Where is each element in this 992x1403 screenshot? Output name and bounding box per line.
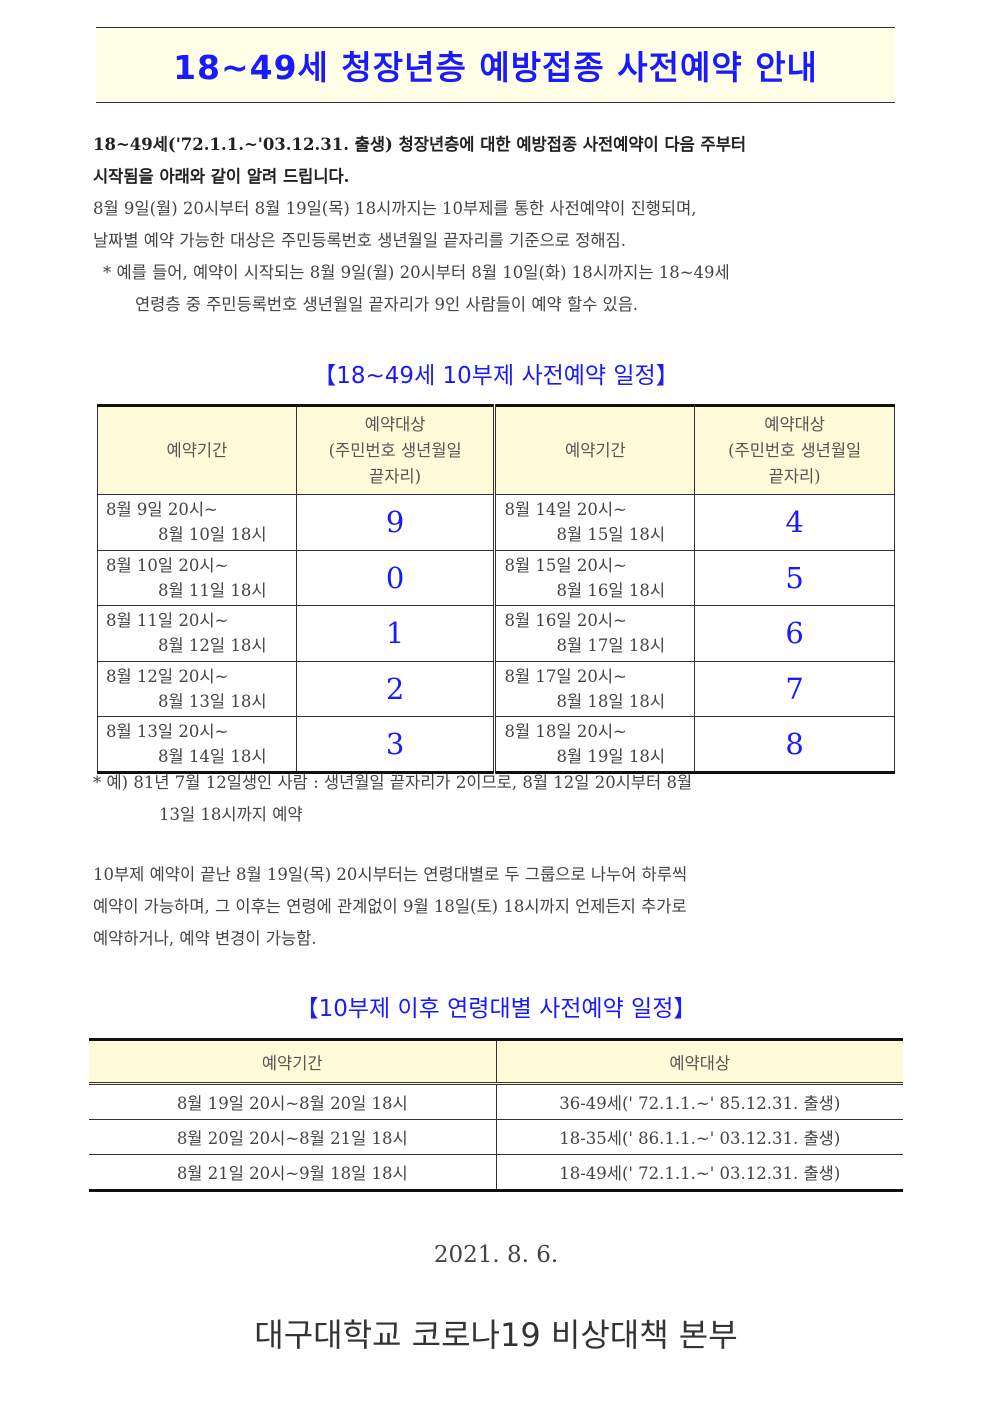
period-start: 8월 17일 20시~ [504,666,627,686]
period-cell: 8월 18일 20시~ 8월 19일 18시 [494,716,696,774]
note-line: 13일 18시까지 예약 [159,805,303,824]
period-start: 8월 10일 20시~ [106,555,229,575]
after-paragraph: 10부제 예약이 끝난 8월 19일(목) 20시부터는 연령대별로 두 그룹으… [93,859,898,955]
intro-line: 시작됨을 아래와 같이 알려 드립니다. [93,167,350,186]
table-row: 8월 11일 20시~ 8월 12일 18시 1 8월 16일 20시~ 8월 17… [97,605,895,662]
period-cell: 8월 11일 20시~ 8월 12일 18시 [97,605,297,662]
period-start: 8월 11일 20시~ [106,611,229,631]
title-box: 18~49세 청장년층 예방접종 사전예약 안내 [96,27,895,103]
schedule2-table: 예약기간 예약대상 8월 19일 20시~8월 20일 18시 36-49세(' … [89,1038,903,1192]
period-start: 8월 9일 20시~ [106,500,218,519]
digit-cell: 0 [295,549,497,607]
schedule1-heading: 【18~49세 10부제 사전예약 일정】 [313,363,679,389]
digit-cell: 8 [694,716,895,774]
header-target: 예약대상 (주민번호 생년월일 끝자리) [694,405,895,495]
period-cell: 8월 19일 20시~8월 20일 18시 [89,1083,497,1119]
period-cell: 8월 16일 20시~ 8월 17일 18시 [494,605,696,662]
intro-line: 18~49세('72.1.1.~'03.12.31. 출생) 청장년층에 대한 … [93,135,747,154]
period-cell: 8월 14일 20시~ 8월 15일 18시 [494,494,696,551]
period-end: 8월 11일 18시 [158,580,267,600]
schedule1-table: 예약기간 예약대상 (주민번호 생년월일 끝자리) 예약기간 예약대상 (주민번… [97,404,895,775]
header-target: 예약대상 [496,1039,903,1085]
period-end: 8월 14일 18시 [158,747,267,767]
table-row: 8월 10일 20시~ 8월 11일 18시 0 8월 15일 20시~ 8월 16… [97,549,895,607]
intro-note: 연령층 중 주민등록번호 생년월일 끝자리가 9인 사람들이 예약 할수 있음. [135,295,639,314]
period-end: 8월 19일 18시 [556,747,666,767]
period-end: 8월 17일 18시 [556,636,666,656]
period-end: 8월 13일 18시 [158,691,267,711]
period-cell: 8월 12일 20시~ 8월 13일 18시 [97,660,297,718]
intro-note: * 예를 들어, 예약이 시작되는 8월 9일(월) 20시부터 8월 10일(… [103,263,730,282]
header-period: 예약기간 [494,405,696,495]
table-row: 8월 21일 20시~9월 18일 18시 18-49세(' 72.1.1.~' … [89,1154,903,1190]
after-line: 예약이 가능하며, 그 이후는 연령에 관계없이 9월 18일(토) 18시까지… [93,897,687,916]
period-start: 8월 15일 20시~ [504,555,627,575]
header-target: 예약대상 (주민번호 생년월일 끝자리) [295,405,497,495]
intro-line: 8월 9일(월) 20시부터 8월 19일(목) 18시까지는 10부제를 통한… [93,199,697,218]
period-end: 8월 16일 18시 [556,580,666,600]
intro-line: 날짜별 예약 가능한 대상은 주민등록번호 생년월일 끝자리를 기준으로 정해짐… [93,231,626,250]
period-cell: 8월 17일 20시~ 8월 18일 18시 [494,660,696,718]
example-note: * 예) 81년 7월 12일생인 사람 : 생년월일 끝자리가 2이므로, 8… [93,767,898,831]
header-period: 예약기간 [97,405,297,495]
target-cell: 36-49세(' 72.1.1.~' 85.12.31. 출생) [496,1083,903,1119]
period-start: 8월 18일 20시~ [504,722,627,742]
period-cell: 8월 10일 20시~ 8월 11일 18시 [97,549,297,607]
period-end: 8월 15일 18시 [556,525,666,544]
period-cell: 8월 9일 20시~ 8월 10일 18시 [97,494,297,551]
period-end: 8월 10일 18시 [158,525,267,544]
digit-cell: 4 [694,494,895,551]
intro-paragraph: 18~49세('72.1.1.~'03.12.31. 출생) 청장년층에 대한 … [93,129,898,321]
table-header-row: 예약기간 예약대상 (주민번호 생년월일 끝자리) 예약기간 예약대상 (주민번… [97,405,895,495]
digit-cell: 1 [295,605,497,662]
period-cell: 8월 20일 20시~8월 21일 18시 [89,1118,497,1155]
period-end: 8월 18일 18시 [556,691,666,711]
digit-cell: 6 [694,605,895,662]
digit-cell: 5 [694,549,895,607]
digit-cell: 2 [295,660,497,718]
period-start: 8월 16일 20시~ [504,611,627,631]
table-row: 8월 9일 20시~ 8월 10일 18시 9 8월 14일 20시~ 8월 15일… [97,494,895,551]
page-title: 18~49세 청장년층 예방접종 사전예약 안내 [173,48,818,87]
organization-name: 대구대학교 코로나19 비상대책 본부 [254,1316,738,1354]
table-row: 8월 12일 20시~ 8월 13일 18시 2 8월 17일 20시~ 8월 18… [97,660,895,718]
period-start: 8월 14일 20시~ [504,500,627,519]
period-cell: 8월 13일 20시~ 8월 14일 18시 [97,716,297,774]
period-cell: 8월 21일 20시~9월 18일 18시 [89,1154,497,1190]
schedule2-heading: 【10부제 이후 연령대별 사전예약 일정】 [295,996,697,1022]
period-start: 8월 13일 20시~ [106,722,229,742]
table-row: 8월 13일 20시~ 8월 14일 18시 3 8월 18일 20시~ 8월 19… [97,716,895,774]
header-period: 예약기간 [89,1039,497,1085]
note-line: * 예) 81년 7월 12일생인 사람 : 생년월일 끝자리가 2이므로, 8… [93,773,693,792]
table-row: 8월 19일 20시~8월 20일 18시 36-49세(' 72.1.1.~' … [89,1083,903,1119]
period-end: 8월 12일 18시 [158,636,267,656]
table-row: 8월 20일 20시~8월 21일 18시 18-35세(' 86.1.1.~' … [89,1118,903,1155]
period-start: 8월 12일 20시~ [106,666,229,686]
digit-cell: 3 [295,716,497,774]
period-cell: 8월 15일 20시~ 8월 16일 18시 [494,549,696,607]
date: 2021. 8. 6. [433,1242,559,1268]
target-cell: 18-35세(' 86.1.1.~' 03.12.31. 출생) [496,1118,903,1155]
after-line: 예약하거나, 예약 변경이 가능함. [93,929,317,948]
digit-cell: 9 [295,494,497,551]
target-cell: 18-49세(' 72.1.1.~' 03.12.31. 출생) [496,1154,903,1190]
table-header-row: 예약기간 예약대상 [89,1039,903,1085]
after-line: 10부제 예약이 끝난 8월 19일(목) 20시부터는 연령대별로 두 그룹으… [93,865,688,884]
digit-cell: 7 [694,660,895,718]
